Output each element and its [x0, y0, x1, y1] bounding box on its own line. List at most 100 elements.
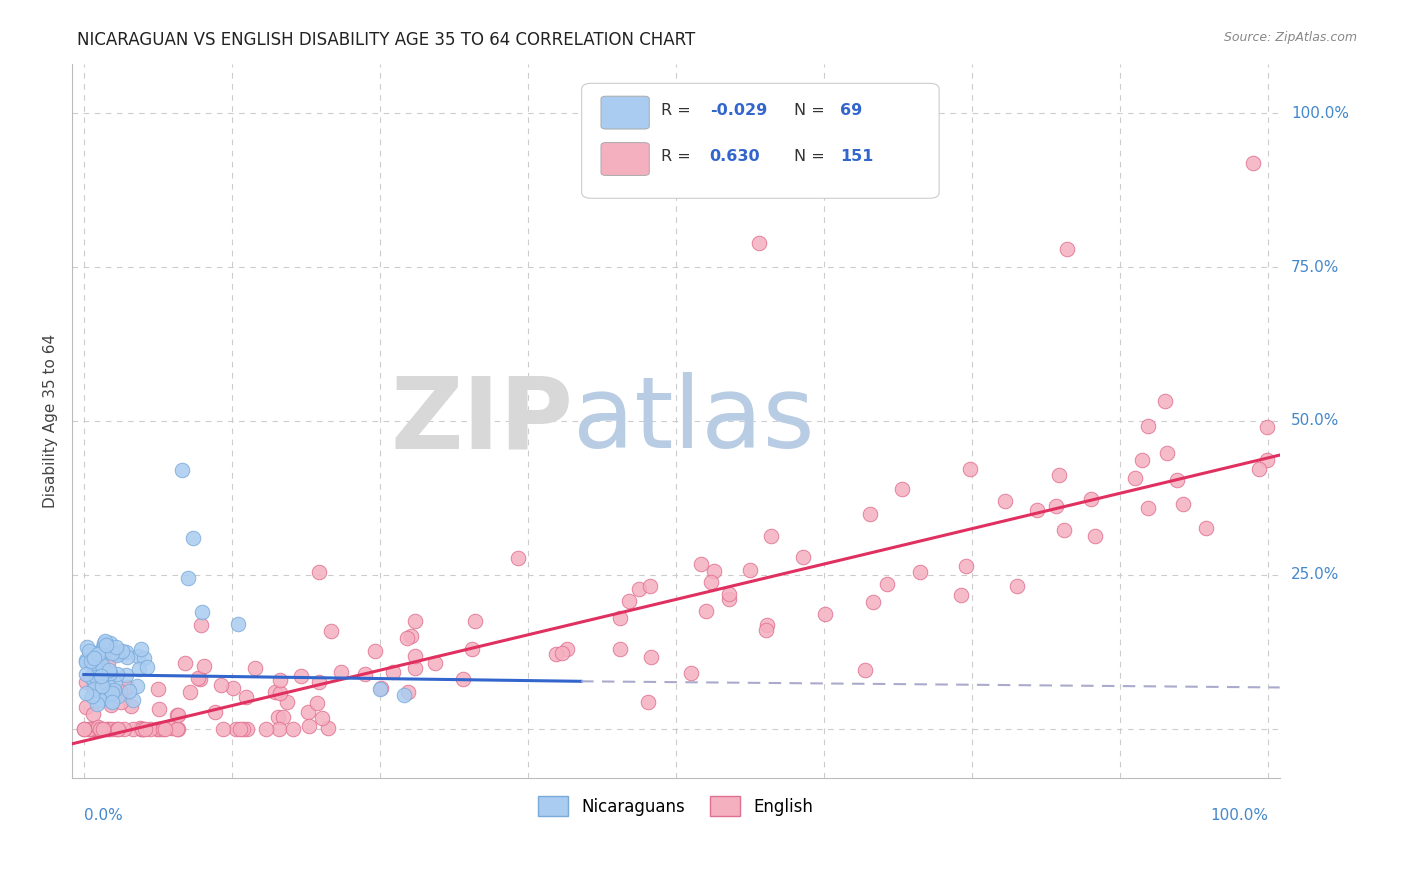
Point	[235, 690, 257, 705]
Point	[190, 617, 212, 632]
Point	[1080, 492, 1102, 507]
Point	[1154, 393, 1177, 408]
Point	[695, 604, 717, 618]
Point	[1247, 461, 1270, 475]
Point	[122, 722, 145, 736]
Point	[90, 657, 112, 672]
Point	[308, 675, 330, 690]
Text: 0.0%: 0.0%	[84, 808, 122, 823]
Point	[308, 566, 330, 580]
Point	[100, 695, 122, 709]
Text: N =: N =	[794, 149, 830, 164]
Point	[101, 686, 124, 700]
Point	[162, 721, 184, 735]
Point	[174, 656, 197, 670]
Point	[79, 644, 101, 658]
Point	[1026, 502, 1049, 516]
Point	[105, 640, 128, 655]
Point	[166, 722, 188, 736]
Text: 75.0%: 75.0%	[1291, 260, 1339, 275]
Point	[891, 482, 914, 496]
Point	[276, 695, 298, 709]
Point	[862, 595, 884, 609]
Point	[75, 686, 97, 700]
Point	[93, 636, 115, 650]
Point	[381, 665, 404, 680]
Point	[609, 611, 631, 625]
Point	[82, 706, 104, 721]
Point	[813, 607, 835, 621]
Point	[115, 644, 138, 658]
Point	[243, 661, 266, 675]
Point	[236, 722, 259, 736]
Point	[949, 588, 972, 602]
Point	[508, 551, 530, 566]
Point	[617, 594, 640, 608]
Text: 25.0%: 25.0%	[1291, 567, 1339, 582]
Point	[222, 681, 245, 695]
Point	[97, 722, 120, 736]
Point	[609, 642, 631, 657]
Point	[110, 695, 132, 709]
Point	[423, 657, 446, 671]
Point	[98, 663, 121, 677]
Point	[107, 689, 129, 703]
Point	[191, 605, 214, 619]
Point	[955, 559, 977, 574]
Point	[118, 684, 141, 698]
Point	[681, 666, 703, 681]
Point	[84, 670, 107, 684]
Y-axis label: Disability Age 35 to 64: Disability Age 35 to 64	[44, 334, 58, 508]
Point	[1056, 242, 1078, 256]
Point	[83, 676, 105, 690]
Point	[717, 587, 740, 601]
Point	[638, 579, 661, 593]
Point	[91, 722, 114, 736]
Point	[876, 577, 898, 591]
Point	[87, 647, 110, 661]
Point	[79, 722, 101, 736]
Point	[90, 668, 112, 682]
Point	[853, 663, 876, 677]
Point	[89, 722, 111, 736]
Point	[316, 721, 339, 735]
Point	[79, 655, 101, 669]
Point	[209, 678, 232, 692]
Point	[1171, 497, 1194, 511]
Point	[229, 722, 252, 736]
Legend: Nicaraguans, English: Nicaraguans, English	[531, 789, 820, 823]
Point	[148, 722, 170, 736]
Point	[96, 722, 118, 736]
Point	[637, 696, 659, 710]
Point	[83, 658, 105, 673]
Point	[75, 667, 97, 681]
Point	[107, 722, 129, 736]
Point	[1256, 452, 1278, 467]
Point	[187, 671, 209, 685]
Text: 50.0%: 50.0%	[1291, 414, 1339, 428]
Point	[139, 722, 162, 736]
Point	[702, 565, 724, 579]
Text: ZIP: ZIP	[391, 373, 574, 469]
Point	[368, 681, 391, 696]
Point	[177, 571, 200, 585]
Point	[271, 710, 294, 724]
Point	[290, 669, 312, 683]
Point	[628, 582, 651, 596]
Point	[125, 679, 148, 693]
Point	[755, 623, 778, 637]
Point	[453, 672, 475, 686]
Point	[463, 614, 485, 628]
Text: 0.630: 0.630	[710, 149, 761, 164]
Point	[1256, 420, 1278, 434]
Point	[167, 708, 190, 723]
Point	[1137, 501, 1160, 516]
Point	[461, 642, 484, 657]
Point	[1053, 523, 1076, 537]
Point	[145, 722, 167, 736]
Point	[128, 662, 150, 676]
Point	[172, 463, 194, 477]
FancyBboxPatch shape	[600, 143, 650, 176]
Point	[404, 615, 426, 629]
Point	[103, 682, 125, 697]
